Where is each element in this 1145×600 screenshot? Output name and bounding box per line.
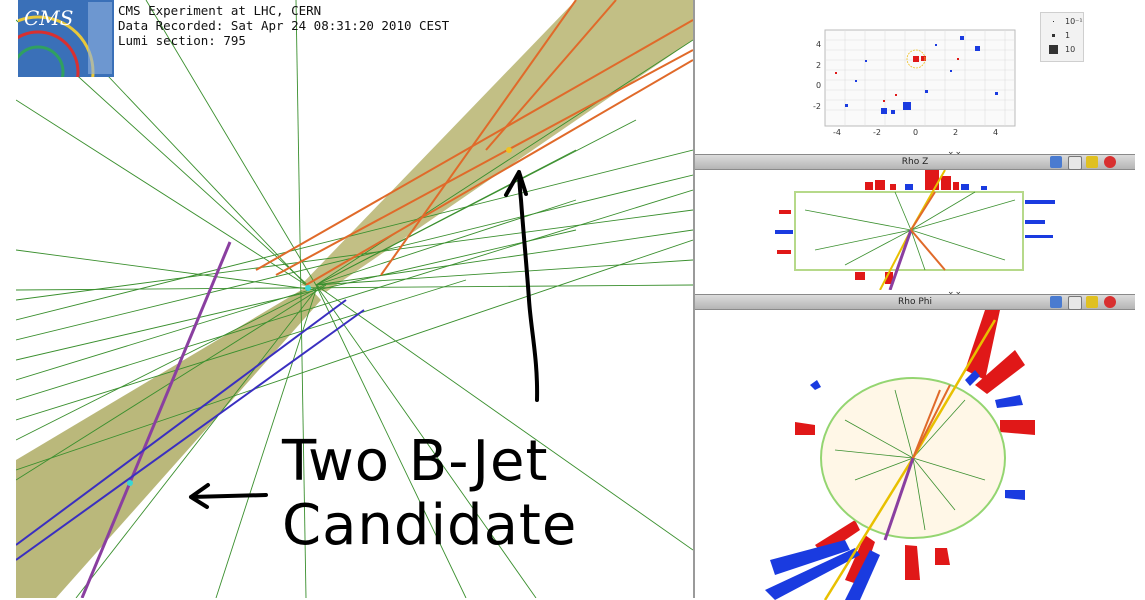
jet-cone-upper	[301, 0, 693, 292]
x-tick-neg4: -4	[833, 128, 841, 137]
legend-square-large	[1049, 45, 1058, 54]
orange-tracks	[255, 0, 693, 286]
annotation-line1: Two B-Jet	[282, 429, 549, 494]
legend-label-3: 10	[1065, 45, 1076, 54]
annotation-label: Two B-Jet Candidate	[282, 430, 577, 558]
rhophi-panel[interactable]	[695, 310, 1135, 600]
main-3d-view[interactable]: CMS CMS Experiment at LHC, CERN Data Rec…	[16, 0, 695, 598]
blue-track-1	[16, 309, 365, 561]
info-icon[interactable]	[1050, 156, 1062, 168]
expand-icon[interactable]	[1086, 156, 1098, 168]
legend-square-medium	[1052, 34, 1055, 37]
rhoz-calo-bottom	[777, 210, 893, 284]
x-tick-0: 0	[913, 128, 919, 137]
date-line: Data Recorded: Sat Apr 24 08:31:20 2010 …	[118, 18, 450, 33]
cms-logo: CMS	[18, 0, 114, 77]
lego-cells	[845, 36, 998, 114]
up-arrow	[504, 170, 540, 402]
rhoz-title: Rho Z	[901, 157, 929, 167]
cms-logo-graphic	[18, 2, 112, 77]
left-arrow	[189, 483, 268, 509]
lego-plot[interactable]	[695, 0, 1135, 152]
rhophi-view[interactable]	[695, 310, 1135, 600]
side-views: 4 2 0 -2 -4 -2 0 2 4 10⁻¹ 1 10 Rho Z	[695, 0, 1145, 600]
lego-legend: 10⁻¹ 1 10	[1040, 12, 1084, 62]
jet-cone-lower	[16, 286, 321, 598]
rhoz-panel[interactable]	[695, 170, 1135, 290]
rhoz-view[interactable]	[695, 170, 1135, 290]
rhophi-ecal	[795, 310, 1035, 585]
save-icon[interactable]	[1068, 156, 1082, 170]
x-tick-neg2: -2	[873, 128, 881, 137]
x-tick-4: 4	[993, 128, 999, 137]
rhophi-header: Rho Phi	[695, 294, 1135, 310]
experiment-line: CMS Experiment at LHC, CERN	[118, 3, 322, 18]
annotation-line2: Candidate	[282, 493, 578, 558]
event-info: CMS Experiment at LHC, CERN Data Recorde…	[118, 3, 449, 48]
y-tick-neg2: -2	[813, 102, 821, 111]
save-icon[interactable]	[1068, 296, 1082, 310]
rhoz-hcal-side	[775, 200, 1055, 238]
lumi-line: Lumi section: 795	[118, 33, 246, 48]
lego-panel[interactable]: 4 2 0 -2 -4 -2 0 2 4 10⁻¹ 1 10	[695, 0, 1135, 152]
vertex-marker	[305, 285, 311, 291]
split-handle-2[interactable]: ⌄⌄	[947, 287, 963, 297]
event-display-3d[interactable]	[16, 0, 693, 598]
close-icon[interactable]	[1104, 296, 1116, 308]
purple-track	[80, 241, 232, 598]
rhoz-header: Rho Z	[695, 154, 1135, 170]
secondary-vertex	[127, 480, 133, 486]
lego-ecal-cells	[835, 56, 959, 102]
rhoz-hcal-top	[905, 184, 987, 190]
info-icon[interactable]	[1050, 296, 1062, 308]
legend-label-1: 10⁻¹	[1065, 17, 1083, 26]
yellow-marker	[506, 147, 512, 153]
close-icon[interactable]	[1104, 156, 1116, 168]
y-tick-4: 4	[816, 40, 822, 49]
legend-square-small	[1053, 21, 1054, 22]
rhophi-hcal	[765, 370, 1025, 600]
x-tick-2: 2	[953, 128, 959, 137]
blue-track-2	[16, 299, 347, 546]
split-handle-1[interactable]: ⌄⌄	[947, 147, 963, 157]
rhophi-title: Rho Phi	[898, 297, 932, 307]
logo-text: CMS	[24, 6, 74, 30]
expand-icon[interactable]	[1086, 296, 1098, 308]
legend-label-2: 1	[1065, 31, 1071, 40]
y-tick-0: 0	[816, 81, 822, 90]
y-tick-2: 2	[816, 61, 822, 70]
